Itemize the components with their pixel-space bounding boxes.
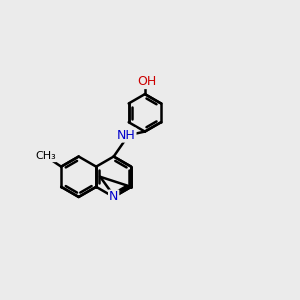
Text: CH₃: CH₃ [35, 151, 56, 161]
Text: N: N [109, 190, 118, 203]
Text: NH: NH [117, 129, 136, 142]
Text: OH: OH [138, 75, 157, 88]
